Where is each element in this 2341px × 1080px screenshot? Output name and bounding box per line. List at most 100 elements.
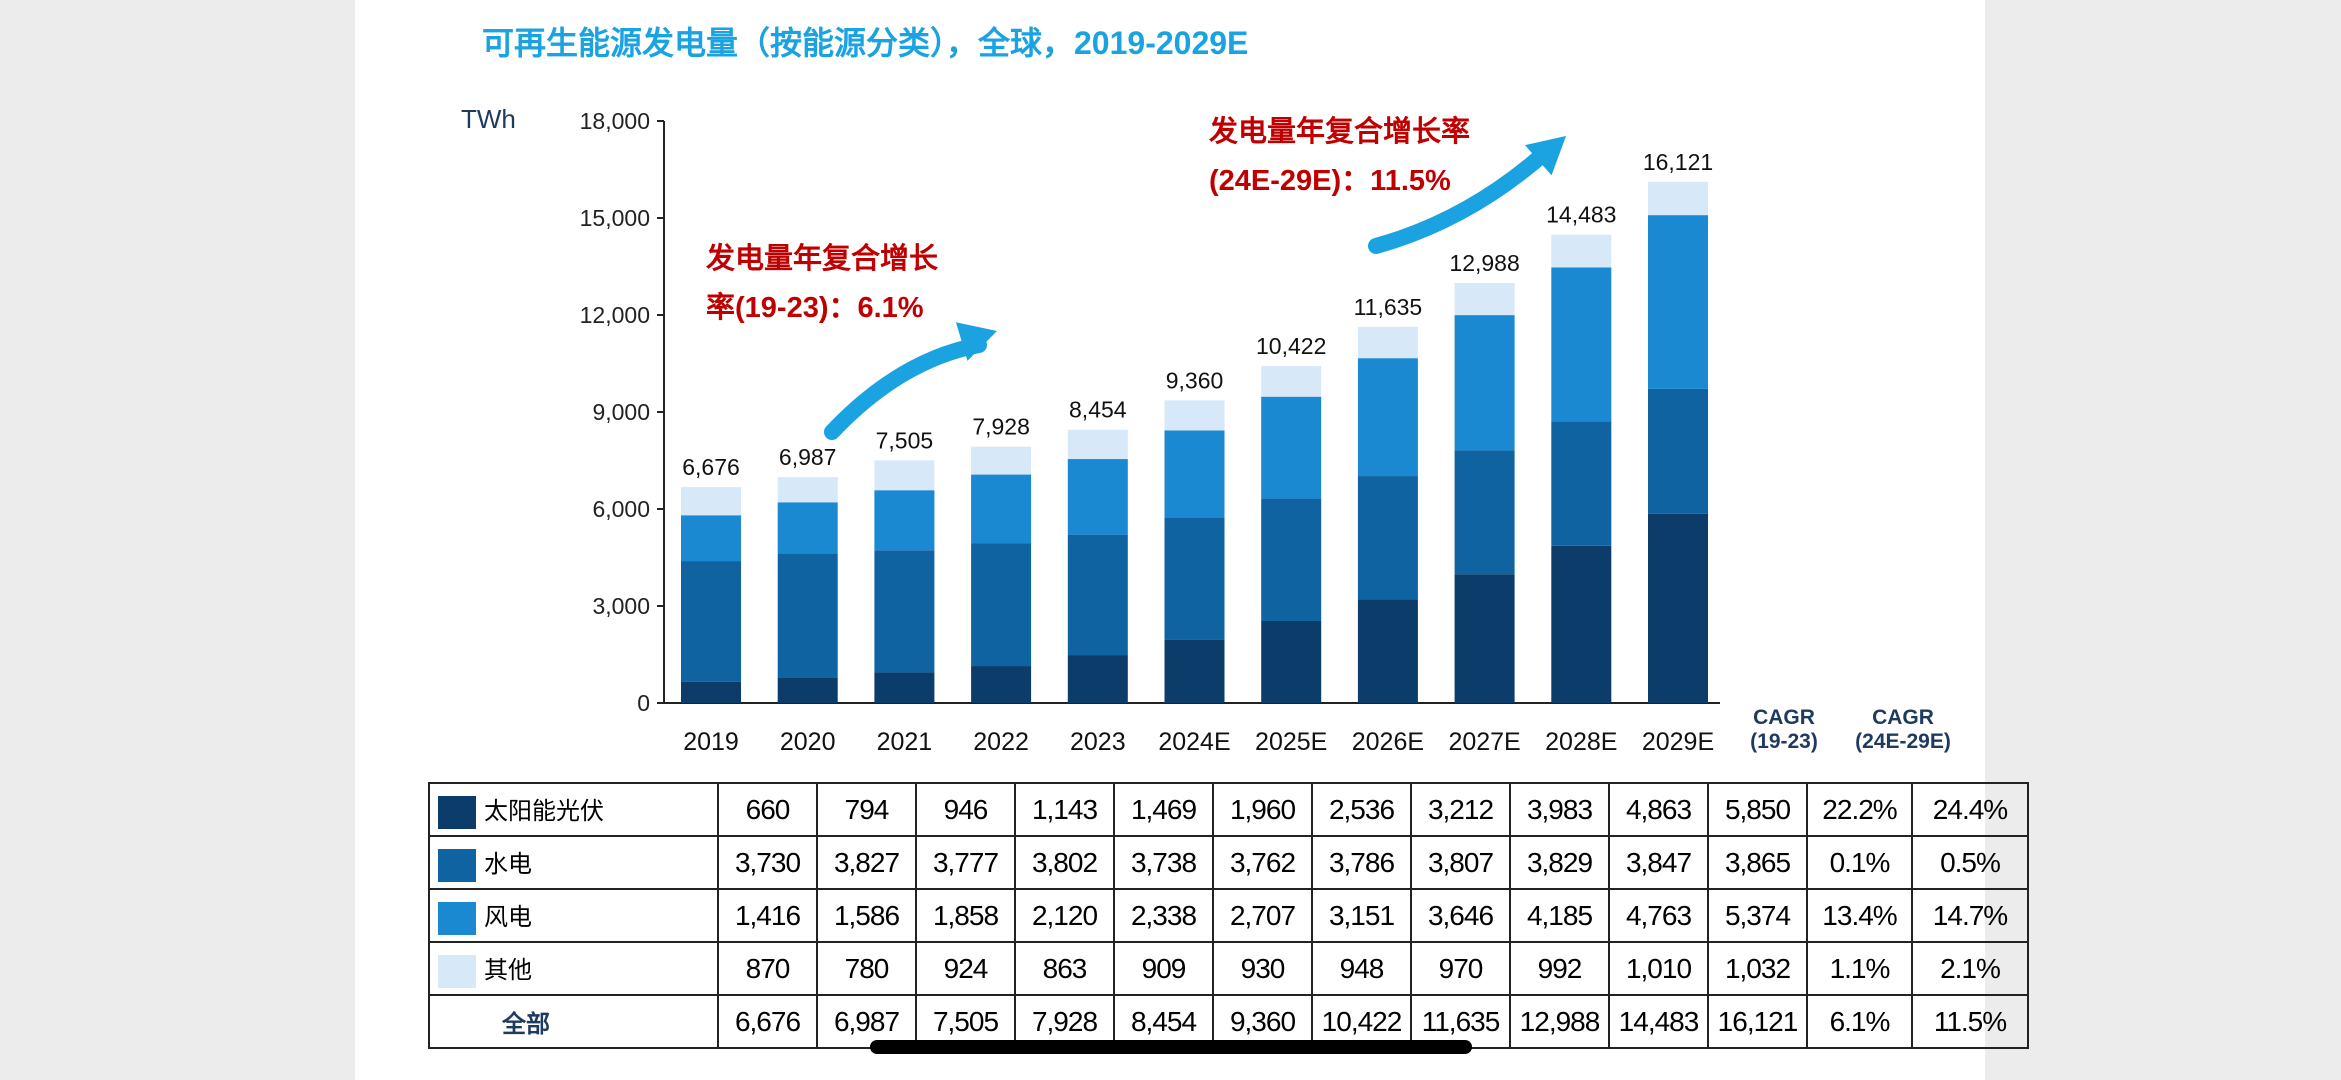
y-tick-label: 12,000 [580,302,650,328]
table-cell: 5,374 [1707,888,1808,943]
table-cell: 992 [1509,941,1610,996]
bar-segment [1164,639,1225,703]
bar-segment [1357,476,1418,600]
table-cell: 863 [1014,941,1115,996]
bar-segment [1164,517,1225,640]
y-tick-label: 9,000 [592,399,650,425]
table-cell: 3,646 [1410,888,1511,943]
cagr-cell: 1.1% [1806,941,1913,996]
table-cell: 3,827 [816,835,917,890]
row-label: 太阳能光伏 [428,782,719,837]
bar-segment [1454,315,1515,451]
bar-segment [1454,574,1515,703]
y-tick-label: 0 [637,690,650,716]
table-cell: 970 [1410,941,1511,996]
x-tick-label: 2022 [973,728,1029,756]
legend-label: 水电 [484,849,532,878]
bar-segment [1067,429,1128,460]
bar-segment [1551,267,1612,422]
cagr-cell: 24.4% [1911,782,2029,837]
cagr-header-19-23: CAGR (19-23) [1724,706,1844,754]
bar-segment [874,460,935,491]
legend-label: 太阳能光伏 [484,796,604,825]
cagr-cell: 14.7% [1911,888,2029,943]
cagr-header-line: CAGR [1872,706,1934,729]
cagr-cell: 6.1% [1806,994,1913,1049]
table-cell: 3,730 [717,835,818,890]
table-cell: 870 [717,941,818,996]
cagr-cell: 2.1% [1911,941,2029,996]
table-cell: 3,983 [1509,782,1610,837]
bar-segment [681,561,741,682]
data-table: 太阳能光伏 660 794 946 1,143 1,469 1,960 2,536 3,212 3… [428,782,2029,1049]
row-label: 风电 [428,888,719,943]
growth-arrow-1 [824,337,987,440]
row-label: 全部 [428,994,719,1049]
table-cell: 794 [816,782,917,837]
row-label: 水电 [428,835,719,890]
table-cell: 3,777 [915,835,1016,890]
cagr-cell: 0.5% [1911,835,2029,890]
table-cell: 946 [915,782,1016,837]
growth-arrow-2 [1368,142,1556,254]
table-cell: 2,120 [1014,888,1115,943]
cagr-cell: 22.2% [1806,782,1913,837]
total-label: 7,505 [876,427,934,453]
bar-segment [777,502,838,554]
table-cell: 948 [1311,941,1412,996]
table-cell: 924 [915,941,1016,996]
table-cell: 2,707 [1212,888,1313,943]
legend-swatch [438,795,476,829]
y-tick-label: 6,000 [592,496,650,522]
bar-segment [874,672,935,703]
bar-segment [1261,396,1322,499]
bar-segment [681,487,741,516]
table-cell: 8,454 [1113,994,1214,1049]
bar-segment [1551,421,1612,546]
total-label: 7,928 [972,414,1030,440]
total-label: 10,422 [1256,333,1326,359]
table-row: 太阳能光伏 660 794 946 1,143 1,469 1,960 2,536 3,212 3… [428,782,2029,837]
cagr-header-line: (24E-29E) [1855,730,1951,753]
table-cell: 1,858 [915,888,1016,943]
table-row: 风电 1,416 1,586 1,858 2,120 2,338 2,707 3,151 3,6… [428,888,2029,943]
table-cell: 1,960 [1212,782,1313,837]
legend-swatch [438,848,476,882]
y-tick-label: 3,000 [592,593,650,619]
row-label: 其他 [428,941,719,996]
table-cell: 6,676 [717,994,818,1049]
table-cell: 3,807 [1410,835,1511,890]
table-cell: 3,738 [1113,835,1214,890]
bar-segment [971,543,1032,667]
legend-swatch [438,901,476,935]
total-label: 14,483 [1546,202,1616,228]
bar-segment [1357,358,1418,477]
total-label: 11,635 [1354,294,1423,320]
legend-swatch [438,954,476,988]
x-tick-label: 2021 [877,728,933,756]
bar-segment [1261,498,1322,622]
cagr-cell: 11.5% [1911,994,2029,1049]
table-cell: 3,762 [1212,835,1313,890]
legend-label: 风电 [484,902,532,931]
table-cell: 660 [717,782,818,837]
table-cell: 10,422 [1311,994,1412,1049]
total-label: 16,121 [1643,149,1713,175]
bar-segment [1357,326,1418,359]
y-tick-label: 18,000 [580,108,650,134]
table-cell: 3,212 [1410,782,1511,837]
cagr-cell: 13.4% [1806,888,1913,943]
bar-segment [971,474,1032,544]
home-indicator[interactable] [870,1040,1472,1054]
bar-segment [1261,366,1322,397]
bar-segment [1261,621,1322,703]
x-tick-label: 2023 [1070,728,1126,756]
table-row: 全部 6,676 6,987 7,505 7,928 8,454 9,360 10,422 11… [428,994,2029,1049]
bar-segment [1648,181,1708,216]
table-cell: 16,121 [1707,994,1808,1049]
bar-segment [777,677,838,703]
bar-segment [1357,599,1418,703]
bar-segment [1648,388,1708,514]
table-cell: 4,185 [1509,888,1610,943]
table-cell: 4,763 [1608,888,1709,943]
